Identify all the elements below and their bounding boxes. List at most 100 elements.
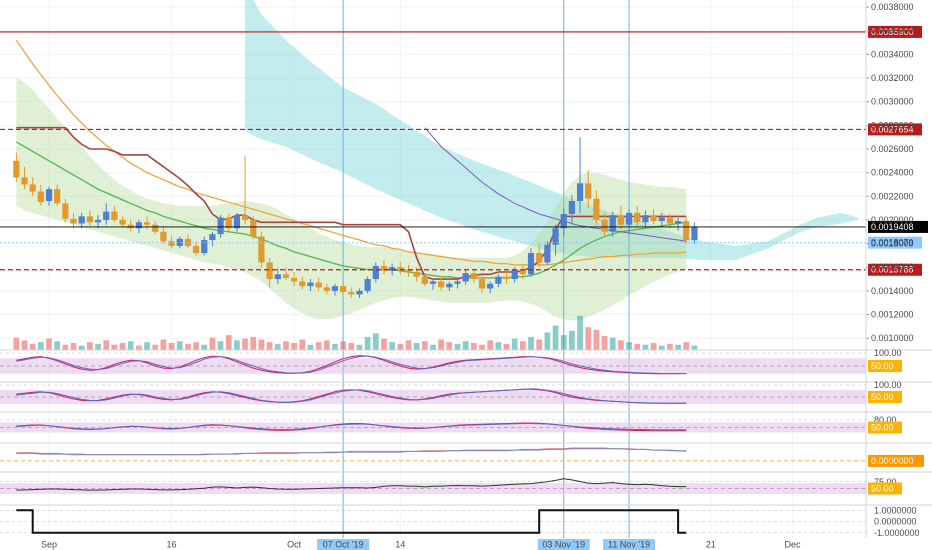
price-axis-label: 0.0032000 <box>871 73 914 83</box>
candle-body <box>45 189 53 202</box>
candle-body <box>429 281 437 284</box>
time-axis-highlight <box>603 539 656 550</box>
pane-series-line <box>16 355 687 375</box>
candle-body <box>421 276 428 284</box>
volume-bar <box>242 338 248 350</box>
price-axis-label: 0.0026000 <box>871 144 914 154</box>
pane-series-line <box>16 478 687 491</box>
volume-bar <box>618 340 624 350</box>
candle-body <box>454 281 461 284</box>
candle-body <box>593 198 600 220</box>
volume-bar <box>78 345 85 350</box>
candle-body <box>658 217 665 222</box>
pane-tag <box>868 360 902 372</box>
candle-body <box>192 245 200 254</box>
volume-bar <box>397 343 404 350</box>
ma-orange-line <box>15 39 687 266</box>
volume-bar <box>520 341 526 350</box>
volume-bar <box>479 344 485 350</box>
volume-bar <box>609 337 616 350</box>
candle-body <box>225 217 232 229</box>
price-axis-label: 0.0014000 <box>871 286 914 296</box>
volume-bar <box>340 341 346 350</box>
volume-bar <box>193 342 199 350</box>
candle-body <box>389 267 396 271</box>
pane-axis-label: -1.0000000 <box>874 528 920 538</box>
candle-body <box>674 221 682 224</box>
candle-body <box>666 217 674 224</box>
volume-bar <box>691 345 698 350</box>
stoch-rsi-panel: 100.00 50.00 <box>0 348 932 375</box>
volume-bar <box>626 342 632 350</box>
volume-bar <box>144 342 150 350</box>
volume-bar <box>291 343 297 350</box>
time-axis-label: Sep <box>41 540 57 550</box>
candles <box>13 137 698 298</box>
volume-bar <box>13 337 20 350</box>
candle-body <box>233 215 241 229</box>
volume-bar <box>299 339 306 350</box>
pane-series-line <box>16 423 687 431</box>
time-axis-label: 16 <box>167 540 177 550</box>
secondary-price-tag <box>868 236 922 249</box>
volume-bar <box>667 343 673 350</box>
volume-bar <box>323 340 330 350</box>
candle-body <box>29 184 36 192</box>
pane-tag <box>868 391 902 403</box>
candle-body <box>135 222 142 229</box>
volume-bar <box>372 333 379 350</box>
pane-band <box>0 483 866 494</box>
volume-bar <box>528 336 534 350</box>
stochastic-panel: 100.00 50.00 <box>0 380 932 405</box>
candle-body <box>527 253 535 275</box>
chikou-line <box>424 127 687 242</box>
candle-body <box>94 219 102 223</box>
volume-bar <box>307 344 314 350</box>
candle-body <box>258 236 265 263</box>
current-price-label: 0.0019408 <box>871 222 914 232</box>
pane-axis-label: 100.00 <box>874 348 902 358</box>
pane-tag-label: 50.00 <box>871 484 894 494</box>
candle-body <box>552 228 559 245</box>
candle-body <box>21 177 28 185</box>
pane-tag-label: 0.0000000 <box>871 456 914 466</box>
volume-bar <box>21 340 28 350</box>
secondary-price-label: 0.0018079 <box>871 238 914 248</box>
volume-bar <box>634 343 641 350</box>
volume-bar <box>495 342 502 350</box>
volume-bar <box>650 343 657 350</box>
volume-bar <box>560 335 567 350</box>
candle-body <box>650 215 657 222</box>
price-axis: 0.0038000 0.0036000 0.0034000 0.0032000 0.00… <box>866 2 914 343</box>
volume-bar <box>364 336 371 350</box>
volume-bar <box>642 344 649 350</box>
candle-body <box>413 271 420 277</box>
volume-bar <box>209 337 216 350</box>
pane-tag-label: 50.00 <box>871 361 894 371</box>
candle-body <box>544 244 551 263</box>
price-axis-label: 0.0038000 <box>871 2 914 12</box>
price-axis-label: 0.0010000 <box>871 333 914 343</box>
candle-body <box>299 281 306 287</box>
price-axis-label: 0.0030000 <box>871 97 914 107</box>
volume-bar <box>658 345 665 350</box>
candle-body <box>307 282 314 287</box>
volume-bar <box>315 342 322 350</box>
price-tag-label: 0.0027654 <box>871 124 914 134</box>
candle-body <box>217 217 224 235</box>
volume-bar <box>283 341 289 350</box>
candle-body <box>625 212 633 225</box>
current-price-tag <box>868 220 928 233</box>
candle-body <box>356 290 363 295</box>
time-axis-label: 07 Oct '19 <box>323 540 364 550</box>
candle-body <box>372 266 379 280</box>
volume-bar <box>381 338 387 350</box>
candle-body <box>209 234 216 241</box>
volume-bar <box>46 338 52 350</box>
candle-body <box>560 214 567 229</box>
volume-bar <box>356 344 363 350</box>
price-axis-label: 0.0012000 <box>871 310 914 320</box>
